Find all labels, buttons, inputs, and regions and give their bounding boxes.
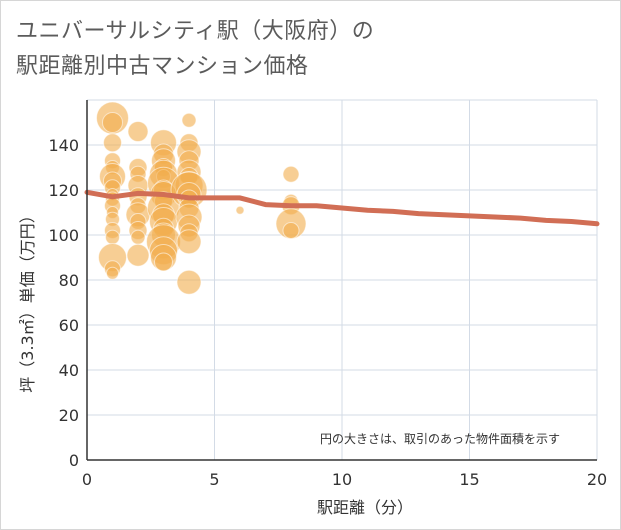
x-tick-label: 20 [587,470,607,489]
size-note: 円の大きさは、取引のあった物件面積を示す [320,431,560,446]
data-point [106,266,119,280]
chart-title-line1: ユニバーサルシティ駅（大阪府）の [16,19,375,44]
x-tick-label: 15 [459,470,479,489]
chart-title: ユニバーサルシティ駅（大阪府）の 駅距離別中古マンション価格 [16,14,576,84]
x-tick-label: 10 [332,470,352,489]
data-point [103,133,122,153]
y-tick-label: 140 [48,136,79,155]
data-point [181,112,197,128]
y-tick-label: 40 [59,361,79,380]
data-point [282,222,300,239]
tick-labels: 0 20 40 60 80 100 120 140 0 5 10 15 20 [48,136,607,489]
y-tick-label: 80 [59,271,79,290]
y-tick-label: 0 [69,451,79,470]
trend-layer [84,189,600,227]
axes [86,100,597,461]
data-point [102,112,123,133]
y-tick-label: 100 [48,226,79,245]
bubble-layer [96,101,307,295]
data-point [130,229,146,245]
y-tick-label: 60 [59,316,79,335]
data-point [105,229,120,245]
data-point [127,121,149,142]
data-point [176,229,202,255]
trend-line [84,189,600,227]
y-tick-label: 20 [59,406,79,425]
data-point [235,205,245,215]
x-tick-label: 0 [82,470,92,489]
data-point [282,165,300,183]
data-point [176,269,202,295]
x-tick-label: 5 [209,470,219,489]
chart-title-line2: 駅距離別中古マンション価格 [16,54,309,79]
y-axis-label: 坪（3.3㎡）単価（万円） [18,207,37,392]
data-point [154,252,173,272]
y-tick-label: 120 [48,181,79,200]
data-point [126,243,150,267]
x-axis-label: 駅距離（分） [317,498,413,517]
